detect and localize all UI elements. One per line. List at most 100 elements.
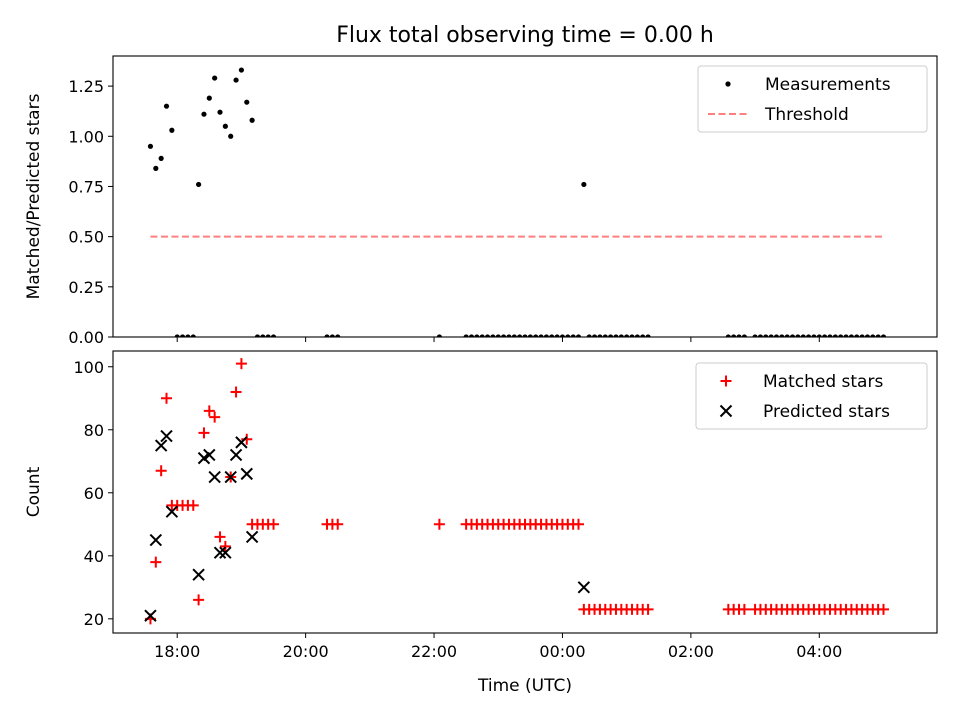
matched-star-point bbox=[187, 499, 199, 511]
measurement-point bbox=[838, 334, 844, 337]
y-tick-label: 20 bbox=[84, 610, 104, 629]
predicted-star-point bbox=[165, 505, 179, 518]
matched-star-point bbox=[573, 518, 585, 530]
x-tick-label: 00:00 bbox=[539, 642, 585, 661]
measurement-point bbox=[179, 334, 186, 337]
legend-label: Matched stars bbox=[763, 372, 883, 392]
predicted-star-point bbox=[229, 448, 243, 462]
predicted-star-point bbox=[240, 467, 253, 481]
predicted-star-point bbox=[144, 609, 157, 622]
y-tick-label: 0.00 bbox=[68, 328, 104, 347]
measurement-point bbox=[811, 334, 817, 337]
measurement-point bbox=[249, 117, 255, 123]
predicted-star-point bbox=[577, 581, 591, 594]
measurement-point bbox=[822, 334, 828, 337]
matched-star-point bbox=[241, 433, 253, 445]
matched-star-point bbox=[209, 411, 221, 423]
legend: Matched stars Predicted stars bbox=[695, 362, 928, 430]
measurement-point bbox=[608, 334, 614, 337]
measurement-point bbox=[725, 334, 731, 337]
measurement-point bbox=[634, 334, 640, 337]
measurement-point bbox=[329, 334, 335, 337]
matched-star-point bbox=[161, 392, 173, 404]
measurement-point bbox=[517, 334, 523, 337]
measurement-point bbox=[549, 334, 555, 337]
measurement-point bbox=[436, 334, 442, 337]
measurement-point bbox=[174, 334, 180, 337]
measurement-point bbox=[158, 155, 164, 161]
predicted-star-point bbox=[213, 546, 227, 559]
measurement-point bbox=[843, 334, 849, 337]
measurement-point bbox=[538, 334, 544, 337]
measurement-point bbox=[185, 334, 191, 337]
measurement-point bbox=[757, 334, 764, 337]
measurement-point bbox=[484, 334, 491, 337]
measurement-point bbox=[805, 334, 812, 337]
predicted-star-point bbox=[219, 546, 232, 559]
measurement-point bbox=[800, 334, 806, 337]
matched-star-point bbox=[219, 540, 231, 552]
y-tick-label: 80 bbox=[84, 421, 104, 440]
y-tick-label: 0.50 bbox=[68, 228, 104, 247]
measurement-point bbox=[618, 334, 624, 337]
measurement-point bbox=[463, 334, 469, 337]
measurement-point bbox=[238, 67, 245, 73]
measurement-point bbox=[153, 165, 159, 171]
measurement-point bbox=[543, 334, 550, 337]
measurement-point bbox=[591, 334, 598, 337]
measurement-point bbox=[581, 181, 587, 188]
matched-star-point bbox=[268, 518, 280, 530]
measurement-point bbox=[768, 334, 774, 337]
measurement-point bbox=[222, 123, 228, 129]
x-tick-label: 04:00 bbox=[796, 642, 842, 661]
measurement-point bbox=[613, 334, 619, 337]
measurement-point bbox=[624, 334, 630, 337]
measurement-point bbox=[741, 334, 747, 337]
measurement-point bbox=[196, 181, 202, 188]
predicted-star-point bbox=[160, 429, 173, 443]
matched-star-point bbox=[332, 518, 344, 530]
measurement-point bbox=[495, 334, 501, 337]
legend-box bbox=[695, 362, 928, 430]
predicted-star-point bbox=[235, 436, 248, 449]
y-tick-label: 0.25 bbox=[68, 278, 104, 297]
matched-star-point bbox=[214, 531, 226, 543]
plot-area bbox=[144, 358, 889, 625]
measurement-point bbox=[479, 334, 485, 337]
measurement-point bbox=[206, 95, 212, 101]
legend-label: Threshold bbox=[764, 105, 849, 125]
measurement-point bbox=[859, 334, 865, 337]
predicted-star-point bbox=[192, 568, 205, 581]
x-tick-label: 18:00 bbox=[154, 642, 200, 661]
matched-star-point bbox=[198, 427, 210, 439]
chart-title: Flux total observing time = 0.00 h bbox=[336, 23, 714, 48]
matched-star-point bbox=[150, 556, 162, 568]
x-tick-label: 20:00 bbox=[283, 642, 329, 661]
matched-star-point bbox=[155, 465, 167, 477]
legend-swatch bbox=[720, 375, 732, 387]
measurement-point bbox=[864, 334, 871, 337]
measurement-point bbox=[522, 334, 528, 337]
measurement-point bbox=[586, 334, 592, 337]
measurement-point bbox=[875, 334, 881, 337]
measurement-point bbox=[265, 334, 271, 337]
measurement-point bbox=[827, 334, 833, 337]
legend-box bbox=[697, 65, 928, 133]
measurement-point bbox=[565, 334, 571, 337]
measurement-point bbox=[559, 334, 566, 337]
measurement-point bbox=[645, 334, 651, 337]
measurement-point bbox=[570, 334, 576, 337]
measurement-point bbox=[602, 334, 608, 337]
y-axis-label: Matched/Predicted stars bbox=[24, 93, 44, 299]
legend-label: Predicted stars bbox=[763, 402, 890, 422]
measurement-point bbox=[832, 334, 838, 337]
measurement-point bbox=[527, 334, 533, 337]
measurement-point bbox=[270, 334, 277, 337]
measurement-point bbox=[506, 334, 512, 337]
legend-swatch bbox=[719, 404, 733, 418]
matched-star-point bbox=[230, 386, 242, 398]
y-tick-label: 100 bbox=[73, 358, 104, 377]
measurement-point bbox=[468, 334, 475, 337]
measurement-point bbox=[736, 334, 742, 337]
measurement-point bbox=[324, 334, 330, 337]
